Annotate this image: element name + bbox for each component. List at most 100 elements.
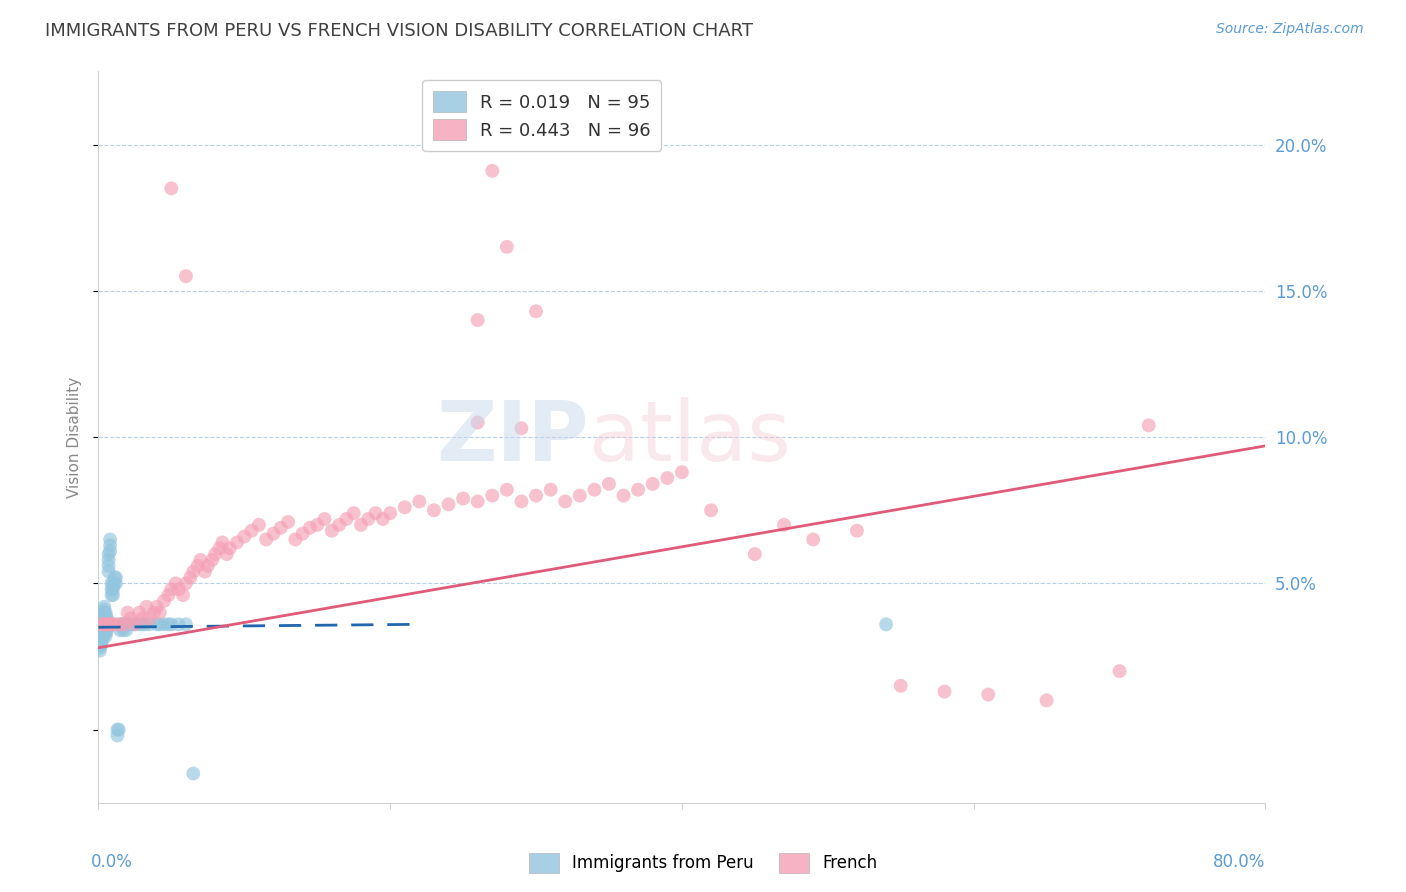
Point — [215, 547, 238, 561]
Point — [641, 476, 664, 491]
Point — [90, 629, 112, 643]
Point — [197, 558, 219, 573]
Text: atlas: atlas — [589, 397, 790, 477]
Point — [90, 611, 112, 625]
Point — [93, 603, 115, 617]
Point — [540, 483, 562, 497]
Point — [134, 617, 156, 632]
Point — [160, 181, 183, 195]
Point — [128, 606, 150, 620]
Point — [524, 304, 547, 318]
Point — [801, 533, 824, 547]
Point — [100, 617, 122, 632]
Point — [94, 620, 117, 634]
Point — [240, 524, 263, 538]
Point — [128, 617, 150, 632]
Point — [179, 570, 201, 584]
Point — [451, 491, 474, 506]
Point — [408, 494, 430, 508]
Point — [700, 503, 723, 517]
Point — [437, 497, 460, 511]
Point — [1137, 418, 1160, 433]
Point — [94, 606, 117, 620]
Point — [211, 535, 233, 549]
Point — [335, 512, 357, 526]
Point — [91, 615, 114, 629]
Point — [90, 620, 112, 634]
Point — [845, 524, 868, 538]
Point — [423, 503, 446, 517]
Text: Source: ZipAtlas.com: Source: ZipAtlas.com — [1216, 22, 1364, 37]
Point — [157, 588, 180, 602]
Point — [350, 517, 373, 532]
Point — [110, 623, 132, 637]
Point — [94, 626, 117, 640]
Point — [321, 524, 343, 538]
Point — [262, 526, 284, 541]
Point — [94, 617, 117, 632]
Point — [115, 623, 138, 637]
Point — [270, 521, 292, 535]
Point — [194, 565, 217, 579]
Point — [91, 632, 114, 646]
Point — [96, 611, 118, 625]
Point — [181, 565, 204, 579]
Point — [117, 606, 139, 620]
Point — [627, 483, 650, 497]
Point — [481, 489, 503, 503]
Point — [165, 576, 187, 591]
Point — [90, 635, 112, 649]
Point — [124, 617, 146, 632]
Point — [101, 617, 124, 632]
Point — [89, 620, 111, 634]
Point — [90, 632, 112, 646]
Point — [97, 617, 120, 632]
Point — [91, 606, 114, 620]
Point — [131, 611, 153, 625]
Point — [97, 565, 120, 579]
Point — [101, 588, 124, 602]
Point — [1108, 664, 1130, 678]
Point — [89, 635, 111, 649]
Point — [89, 629, 111, 643]
Point — [93, 599, 115, 614]
Point — [773, 517, 796, 532]
Point — [364, 506, 387, 520]
Point — [174, 576, 197, 591]
Point — [120, 611, 142, 625]
Point — [94, 617, 117, 632]
Point — [108, 723, 131, 737]
Point — [89, 640, 111, 655]
Point — [94, 623, 117, 637]
Point — [93, 611, 115, 625]
Point — [298, 521, 321, 535]
Point — [201, 553, 224, 567]
Point — [94, 611, 117, 625]
Point — [510, 494, 533, 508]
Point — [100, 576, 122, 591]
Point — [157, 617, 180, 632]
Point — [91, 620, 114, 634]
Point — [104, 617, 127, 632]
Point — [744, 547, 766, 561]
Point — [510, 421, 533, 435]
Point — [97, 547, 120, 561]
Point — [103, 570, 125, 584]
Point — [89, 617, 111, 632]
Point — [142, 606, 165, 620]
Point — [554, 494, 576, 508]
Text: ZIP: ZIP — [436, 397, 589, 477]
Point — [583, 483, 606, 497]
Point — [394, 500, 416, 515]
Point — [153, 594, 176, 608]
Point — [100, 582, 122, 597]
Point — [149, 606, 172, 620]
Point — [94, 615, 117, 629]
Point — [90, 615, 112, 629]
Point — [481, 164, 503, 178]
Point — [138, 617, 160, 632]
Point — [371, 512, 394, 526]
Point — [467, 494, 489, 508]
Point — [90, 623, 112, 637]
Point — [91, 617, 114, 632]
